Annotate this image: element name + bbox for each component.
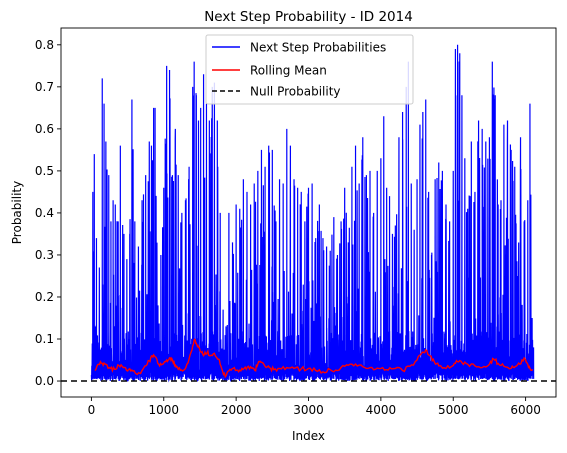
x-tick-label: 1000 <box>148 403 179 417</box>
x-tick-label: 4000 <box>366 403 397 417</box>
y-tick-label: 0.6 <box>35 122 54 136</box>
x-tick-label: 0 <box>88 403 96 417</box>
y-tick-label: 0.0 <box>35 374 54 388</box>
y-tick-label: 0.5 <box>35 164 54 178</box>
legend-label-null-probability: Null Probability <box>250 85 341 99</box>
probabilities-layer <box>90 44 535 383</box>
series-line-rolling-mean <box>94 338 534 379</box>
y-tick-label: 0.7 <box>35 80 54 94</box>
x-axis-label: Index <box>292 429 325 443</box>
chart-title: Next Step Probability - ID 2014 <box>204 9 413 25</box>
legend-label-rolling-mean: Rolling Mean <box>250 64 327 78</box>
legend-label-probabilities: Next Step Probabilities <box>250 41 386 55</box>
y-axis-ticks: 0.0 0.1 0.2 0.3 0.4 0.5 0.6 0.7 0.8 <box>35 38 61 388</box>
x-tick-label: 2000 <box>221 403 252 417</box>
legend: Next Step Probabilities Rolling Mean Nul… <box>205 34 414 105</box>
y-tick-label: 0.4 <box>35 206 54 220</box>
legend-box <box>205 34 414 105</box>
y-axis-label: Probability <box>10 181 24 244</box>
y-tick-label: 0.2 <box>35 290 54 304</box>
x-axis-ticks: 0 1000 2000 3000 4000 5000 6000 <box>88 397 541 417</box>
rolling-mean-layer <box>94 338 534 379</box>
y-tick-label: 0.3 <box>35 248 54 262</box>
x-tick-label: 3000 <box>293 403 324 417</box>
series-line-next-step-probabilities <box>90 44 535 383</box>
y-tick-label: 0.8 <box>35 38 54 52</box>
y-tick-label: 0.1 <box>35 332 54 346</box>
x-tick-label: 5000 <box>438 403 469 417</box>
x-tick-label: 6000 <box>510 403 541 417</box>
